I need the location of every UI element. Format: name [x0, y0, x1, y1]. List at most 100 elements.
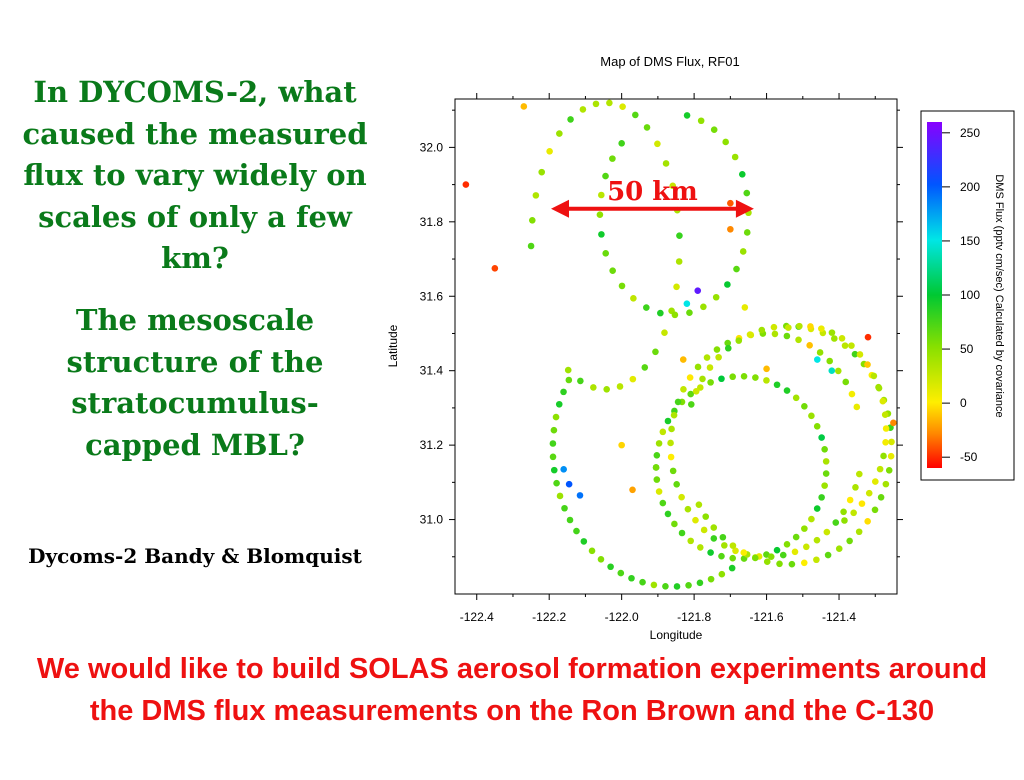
flux-point	[597, 556, 605, 563]
flux-point	[735, 337, 743, 344]
distance-label: 50 km	[607, 177, 698, 207]
flux-point	[556, 492, 564, 500]
flux-point	[652, 464, 660, 471]
flux-point	[724, 281, 731, 288]
flux-point	[700, 303, 707, 311]
flux-point	[573, 527, 580, 535]
flux-point	[800, 559, 808, 567]
flux-point	[653, 452, 661, 459]
flux-point	[848, 390, 856, 398]
flux-point	[527, 242, 535, 250]
flux-point	[879, 397, 887, 405]
flux-point	[565, 480, 573, 488]
flux-point	[721, 542, 728, 549]
flux-point	[667, 439, 674, 447]
flux-point	[828, 329, 836, 336]
flux-point	[806, 342, 813, 349]
flux-point	[813, 423, 821, 430]
flux-point	[606, 99, 613, 107]
flux-point	[707, 549, 714, 556]
flux-point	[707, 379, 714, 386]
flux-point	[855, 528, 863, 536]
flux-point	[532, 192, 540, 199]
flux-point	[823, 528, 831, 536]
flux-point	[700, 526, 708, 534]
flux-point	[632, 111, 639, 119]
flux-point	[673, 481, 680, 488]
flux-point	[692, 387, 700, 395]
flux-point	[880, 452, 887, 460]
flux-point	[712, 293, 720, 301]
flux-point	[882, 480, 890, 488]
flux-point	[462, 181, 470, 188]
flux-point	[856, 470, 863, 478]
flux-point	[671, 520, 678, 528]
flux-point	[727, 225, 734, 233]
flux-point	[801, 525, 808, 532]
flux-point	[617, 569, 625, 577]
flux-point	[856, 351, 864, 358]
flux-point	[835, 545, 843, 553]
flux-point	[808, 515, 815, 523]
flux-point	[740, 373, 748, 380]
y-tick-label: 31.6	[420, 289, 444, 303]
flux-point	[655, 440, 663, 447]
flux-point	[822, 470, 830, 477]
flux-point	[686, 374, 694, 381]
plot-frame	[454, 98, 898, 595]
flux-point	[564, 366, 572, 374]
flux-point	[687, 390, 695, 398]
flux-point	[864, 361, 871, 368]
flux-point	[560, 466, 567, 473]
flux-point	[828, 367, 836, 374]
flux-point	[628, 574, 635, 582]
colorbar-tick-label: 50	[960, 342, 974, 356]
flux-point	[779, 551, 787, 559]
flux-point	[832, 519, 840, 526]
flux-point	[846, 537, 853, 545]
flux-point	[555, 400, 563, 408]
flux-point	[850, 509, 857, 517]
flux-point	[668, 425, 675, 433]
flux-point	[619, 103, 626, 110]
flux-point	[697, 117, 705, 125]
distance-annotation: 50 km	[551, 177, 754, 218]
flux-point	[588, 547, 596, 555]
flux-point	[732, 547, 739, 555]
credit-line: Dycoms-2 Bandy & Blomquist	[28, 544, 362, 568]
flux-point	[824, 551, 832, 559]
flux-point	[834, 367, 842, 375]
flux-point	[629, 486, 636, 494]
flux-point	[602, 172, 609, 180]
flux-point	[662, 160, 670, 167]
y-tick-label: 31.8	[420, 215, 444, 229]
flux-point	[733, 265, 740, 273]
flux-point	[657, 309, 664, 317]
flux-point	[603, 385, 610, 393]
flux-point	[864, 518, 871, 525]
flux-point	[560, 388, 567, 396]
flux-point	[685, 581, 692, 589]
dms-flux-map-chart: Map of DMS Flux, RF01 -122.4 -122.2 -122.0…	[386, 54, 1015, 642]
flux-point	[741, 304, 749, 311]
flux-point	[803, 543, 810, 551]
flux-point	[561, 504, 568, 512]
y-tick-label: 31.0	[420, 513, 444, 527]
flux-point	[783, 541, 791, 548]
flux-point	[722, 138, 729, 146]
flux-point	[877, 494, 885, 501]
flux-point	[740, 549, 748, 556]
flux-point	[596, 211, 604, 219]
flux-point	[715, 353, 722, 361]
x-tick-label: -121.4	[822, 610, 856, 624]
flux-point	[694, 287, 702, 294]
flux-point	[729, 542, 737, 549]
flux-point	[852, 484, 859, 491]
question-two: The mesoscale structure of the stratocum…	[66, 303, 324, 462]
flux-point	[882, 425, 890, 432]
flux-point	[696, 579, 704, 587]
flux-point	[821, 445, 828, 453]
flux-point	[771, 330, 779, 338]
arrow-head-left	[551, 199, 570, 218]
flux-point	[683, 300, 691, 307]
